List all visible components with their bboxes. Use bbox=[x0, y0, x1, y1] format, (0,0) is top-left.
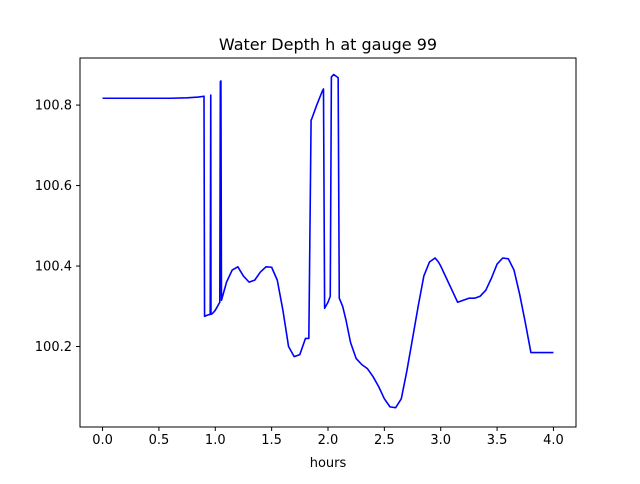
y-tick-label: 100.6 bbox=[35, 179, 72, 194]
x-tick-label: 2.5 bbox=[374, 433, 395, 448]
x-tick-label: 3.5 bbox=[487, 433, 508, 448]
plot-area: 0.0 0.5 1.0 1.5 2.0 2.5 3.0 3.5 4.0 100.2 100.4 100… bbox=[35, 57, 577, 448]
series-line-1 bbox=[102, 73, 554, 409]
chart-title: Water Depth h at gauge 99 bbox=[219, 35, 437, 54]
x-tick-label: 2.0 bbox=[318, 433, 339, 448]
x-tick-label: 3.0 bbox=[430, 433, 451, 448]
y-tick-label: 100.2 bbox=[35, 340, 72, 355]
x-tick-label: 1.0 bbox=[205, 433, 226, 448]
x-tick-label: 4.0 bbox=[543, 433, 564, 448]
x-tick-label: 0.0 bbox=[92, 433, 113, 448]
x-axis-label: hours bbox=[310, 456, 347, 471]
y-tick-label: 100.8 bbox=[35, 99, 72, 114]
x-tick-label: 1.5 bbox=[261, 433, 282, 448]
x-tick-label: 0.5 bbox=[149, 433, 170, 448]
y-tick-label: 100.4 bbox=[35, 260, 72, 275]
